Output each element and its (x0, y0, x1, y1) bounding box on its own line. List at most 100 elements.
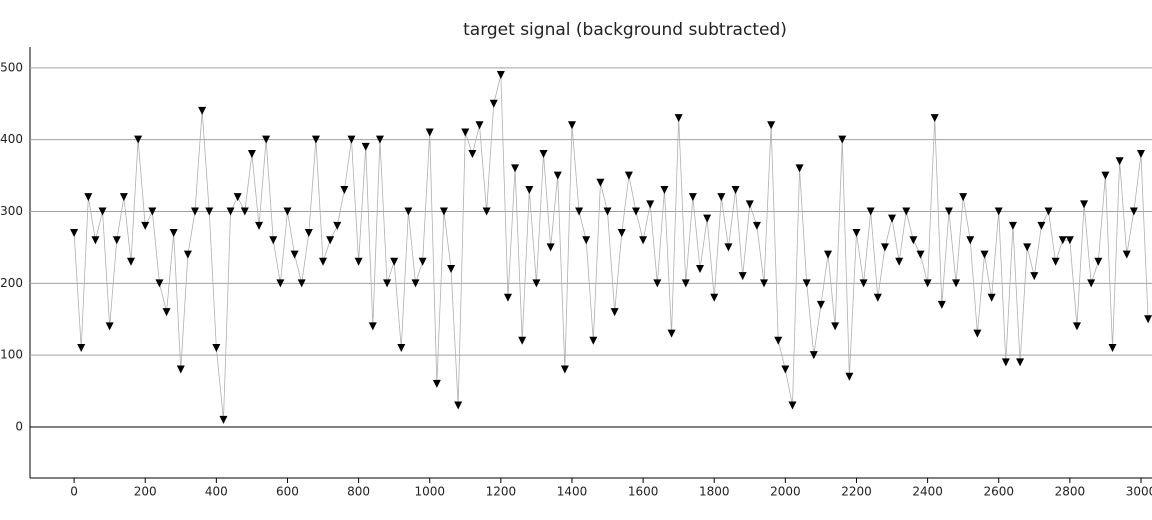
marker (247, 150, 256, 159)
marker (1080, 200, 1089, 209)
marker (575, 207, 584, 216)
marker (724, 243, 733, 252)
marker (418, 257, 427, 266)
marker (902, 207, 911, 216)
x-tick-label: 2800 (1055, 485, 1086, 499)
marker (191, 207, 200, 216)
marker (411, 279, 420, 288)
x-tick-label: 2400 (912, 485, 943, 499)
x-tick-label: 1800 (699, 485, 730, 499)
marker (795, 164, 804, 173)
y-tick-label: 500 (0, 60, 23, 74)
marker (70, 229, 79, 238)
marker (916, 250, 925, 259)
marker (1030, 272, 1039, 281)
marker (148, 207, 157, 216)
marker (326, 236, 335, 245)
marker (674, 114, 683, 123)
marker (397, 343, 406, 352)
marker (126, 257, 135, 266)
marker (816, 300, 825, 309)
marker (219, 415, 228, 424)
x-tick-label: 600 (276, 485, 299, 499)
marker (496, 71, 505, 80)
marker (162, 308, 171, 317)
marker (482, 207, 491, 216)
marker (973, 329, 982, 338)
marker (91, 236, 100, 245)
marker (304, 229, 313, 238)
marker (404, 207, 413, 216)
x-tick-label: 2000 (770, 485, 801, 499)
marker (937, 300, 946, 309)
marker (1129, 207, 1138, 216)
marker (596, 178, 605, 187)
x-tick-label: 0 (70, 485, 78, 499)
marker (952, 279, 961, 288)
marker (1051, 257, 1060, 266)
marker (1144, 315, 1152, 324)
marker (966, 236, 975, 245)
marker (880, 243, 889, 252)
marker (311, 135, 320, 144)
x-tick-label: 1600 (628, 485, 659, 499)
marker (688, 193, 697, 202)
chart-title: target signal (background subtracted) (463, 20, 787, 40)
marker (276, 279, 285, 288)
y-tick-label: 200 (0, 276, 23, 290)
marker (319, 257, 328, 266)
y-tick-label: 300 (0, 204, 23, 218)
marker (738, 272, 747, 281)
marker (1065, 236, 1074, 245)
marker (1008, 221, 1017, 230)
marker (944, 207, 953, 216)
marker (923, 279, 932, 288)
marker (888, 214, 897, 223)
marker (454, 401, 463, 410)
marker (1122, 250, 1131, 259)
x-tick-label: 800 (347, 485, 370, 499)
marker (525, 185, 534, 194)
marker (1136, 150, 1145, 159)
marker (347, 135, 356, 144)
marker (866, 207, 875, 216)
marker (425, 128, 434, 137)
marker (717, 193, 726, 202)
marker (134, 135, 143, 144)
marker (681, 279, 690, 288)
marker (930, 114, 939, 123)
marker (788, 401, 797, 410)
marker (290, 250, 299, 259)
marker (390, 257, 399, 266)
marker (226, 207, 235, 216)
plot-area (30, 67, 1152, 428)
marker (987, 293, 996, 302)
x-tick-label: 400 (205, 485, 228, 499)
x-tick-label: 2200 (841, 485, 872, 499)
x-tick-label: 2600 (983, 485, 1014, 499)
marker (283, 207, 292, 216)
marker (539, 150, 548, 159)
marker (105, 322, 114, 331)
y-tick-label: 400 (0, 132, 23, 146)
marker (340, 185, 349, 194)
marker (333, 221, 342, 230)
marker (802, 279, 811, 288)
marker (838, 135, 847, 144)
marker (553, 171, 562, 180)
marker (461, 128, 470, 137)
marker (255, 221, 264, 230)
marker (1023, 243, 1032, 252)
marker (845, 372, 854, 381)
marker (831, 322, 840, 331)
marker (205, 207, 214, 216)
marker (980, 250, 989, 259)
marker (703, 214, 712, 223)
marker (198, 106, 207, 115)
marker (169, 229, 178, 238)
marker (212, 343, 221, 352)
marker (176, 365, 185, 374)
marker (361, 142, 370, 151)
marker (824, 250, 833, 259)
marker (1058, 236, 1067, 245)
